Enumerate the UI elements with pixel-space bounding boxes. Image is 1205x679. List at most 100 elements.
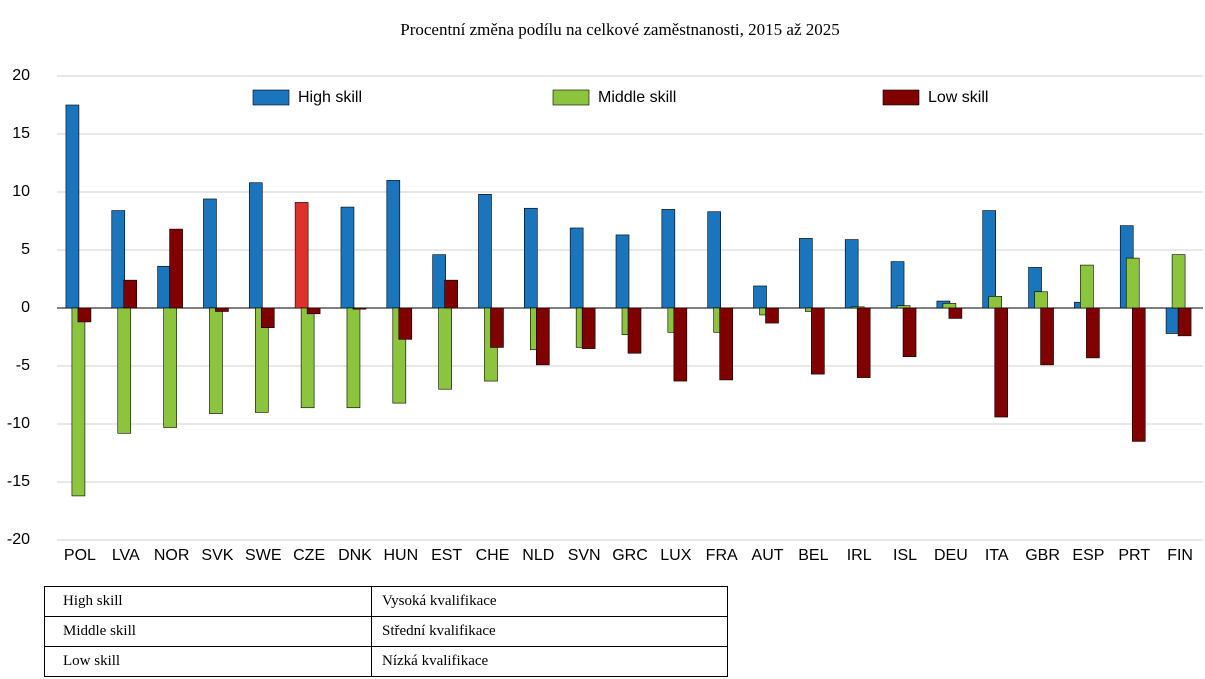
bar (994, 307, 1009, 418)
legend-swatch (882, 89, 920, 106)
bar (799, 238, 813, 309)
bar (346, 307, 361, 409)
bar (1125, 257, 1140, 309)
bar (260, 307, 275, 329)
bar (719, 307, 733, 381)
x-tick-label: DNK (338, 547, 372, 564)
legend-label: High skill (298, 89, 362, 106)
y-tick-label: 5 (21, 241, 30, 258)
bar (844, 239, 859, 309)
x-tick-label: ITA (985, 547, 1009, 564)
bar (1080, 264, 1094, 309)
chart-title: Procentní změna podílu na celkové zaměst… (400, 20, 840, 39)
y-tick-label: 10 (12, 183, 30, 200)
bar (352, 307, 367, 310)
x-tick-label: FRA (706, 547, 738, 564)
y-tick-label: -20 (7, 531, 30, 548)
y-tick-label: 0 (21, 299, 30, 316)
legend-label: Low skill (928, 89, 988, 106)
bar (765, 307, 779, 324)
bar (890, 261, 905, 309)
cell: High skill (44, 586, 372, 617)
bar (123, 279, 138, 309)
bar (1086, 307, 1100, 359)
bar (948, 307, 963, 319)
bar (902, 307, 917, 358)
bar (432, 254, 446, 309)
legend-swatch (552, 89, 590, 106)
x-tick-label: LUX (660, 547, 691, 564)
table-row: Low skill Nízká kvalifikace (44, 646, 728, 677)
bar (157, 265, 171, 309)
bar (942, 303, 957, 309)
bar (386, 180, 401, 309)
translation-table: High skill Vysoká kvalifikace Middle skil… (44, 586, 728, 677)
bar (169, 228, 183, 309)
x-tick-label: SWE (245, 547, 281, 564)
bar (163, 307, 177, 428)
bar (707, 211, 721, 309)
bar (490, 307, 504, 348)
bar (1165, 307, 1180, 334)
x-tick-label: NLD (522, 547, 554, 564)
x-tick-label: GBR (1025, 547, 1060, 564)
x-tick-label: GRC (612, 547, 648, 564)
bar (569, 227, 584, 309)
x-tick-label: CZE (293, 547, 325, 564)
cell: Low skill (44, 646, 372, 677)
bar (65, 104, 80, 309)
x-tick-label: IRL (847, 547, 872, 564)
x-tick-label: HUN (383, 547, 418, 564)
bar (753, 285, 767, 309)
cell: Middle skill (44, 616, 372, 647)
bar (1131, 307, 1146, 442)
bar (856, 307, 871, 378)
bar (982, 210, 997, 309)
x-tick-label: SVN (568, 547, 601, 564)
bar (209, 307, 223, 414)
x-tick-label: LVA (112, 547, 140, 564)
y-tick-label: -10 (7, 415, 30, 432)
bar (77, 307, 92, 323)
bar (627, 307, 642, 354)
bar (294, 202, 309, 309)
bar (71, 307, 86, 497)
x-tick-label: NOR (154, 547, 190, 564)
bar (111, 210, 126, 309)
cell: Střední kvalifikace (371, 616, 728, 647)
bar (117, 307, 132, 434)
cell: Nízká kvalifikace (371, 646, 728, 677)
bar (988, 296, 1003, 309)
bar (340, 206, 355, 309)
bar (673, 307, 688, 382)
bar (203, 198, 217, 309)
x-tick-label: POL (64, 547, 96, 564)
bar (1177, 307, 1192, 337)
legend-swatch (252, 89, 290, 106)
x-tick-label: ISL (893, 547, 917, 564)
bar (215, 307, 229, 312)
y-tick-label: -15 (7, 473, 30, 490)
bar (444, 279, 458, 309)
cell: Vysoká kvalifikace (371, 586, 728, 617)
x-tick-label: EST (431, 547, 462, 564)
bar (581, 307, 596, 349)
bar (524, 207, 538, 309)
bar (811, 307, 825, 375)
x-tick-label: AUT (752, 547, 784, 564)
x-tick-label: ESP (1072, 547, 1104, 564)
x-tick-label: FIN (1167, 547, 1193, 564)
y-tick-label: 15 (12, 125, 30, 142)
bar (896, 305, 911, 309)
x-tick-label: CHE (476, 547, 510, 564)
x-tick-label: BEL (798, 547, 828, 564)
x-tick-label: PRT (1118, 547, 1150, 564)
bar (478, 194, 492, 309)
legend-label: Middle skill (598, 89, 676, 106)
bar (1171, 254, 1186, 309)
bar (661, 209, 676, 309)
bar (1034, 291, 1048, 309)
chart: Procentní změna podílu na celkové zaměst… (7, 20, 1203, 564)
bar (438, 307, 452, 390)
